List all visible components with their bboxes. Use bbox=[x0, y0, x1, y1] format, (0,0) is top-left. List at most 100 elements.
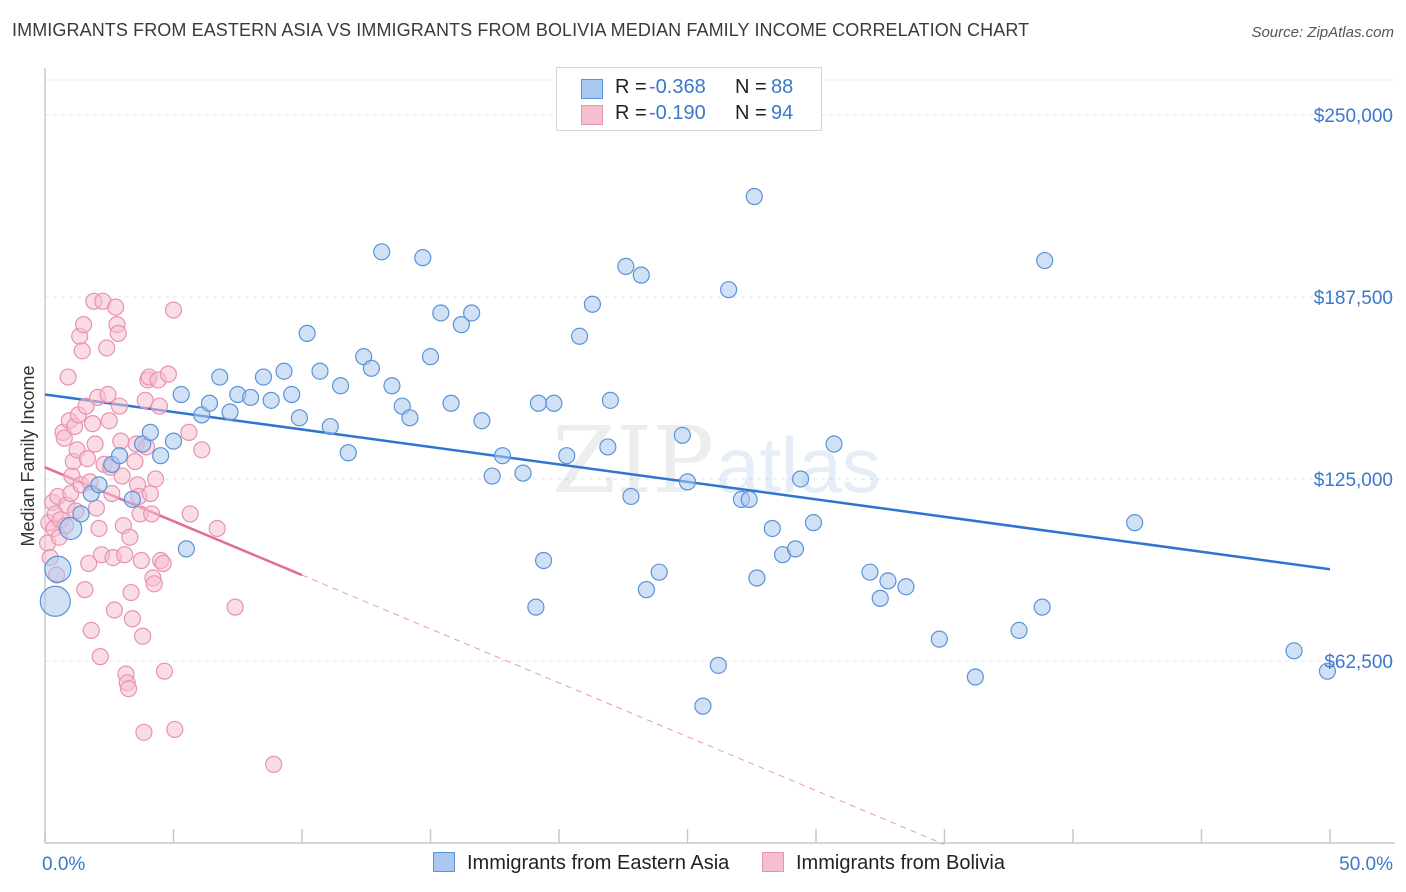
y-axis-label: Median Family Income bbox=[18, 365, 38, 546]
point-eastern-asia bbox=[804, 514, 823, 532]
point-eastern-asia bbox=[632, 266, 650, 284]
legend-r-label: R = bbox=[615, 76, 647, 98]
point-bolivia bbox=[77, 397, 95, 415]
point-eastern-asia bbox=[720, 281, 738, 299]
point-eastern-asia bbox=[283, 385, 301, 404]
trend-line-bolivia-extension bbox=[301, 574, 945, 845]
point-bolivia bbox=[146, 470, 165, 488]
y-tick-label: $125,000 bbox=[1314, 470, 1393, 491]
point-bolivia bbox=[74, 316, 93, 334]
point-eastern-asia bbox=[678, 473, 697, 491]
point-eastern-asia bbox=[432, 304, 450, 322]
point-bolivia bbox=[98, 339, 116, 357]
point-eastern-asia bbox=[871, 589, 889, 607]
point-eastern-asia bbox=[694, 697, 712, 715]
axes bbox=[44, 68, 1395, 844]
legend-r-value: -0.368 bbox=[649, 76, 706, 98]
point-eastern-asia bbox=[786, 540, 805, 558]
point-bolivia bbox=[82, 621, 100, 640]
point-eastern-asia bbox=[211, 368, 229, 386]
point-eastern-asia bbox=[421, 348, 440, 366]
chart-source: Source: ZipAtlas.com bbox=[1251, 24, 1394, 41]
point-bolivia bbox=[150, 397, 168, 415]
point-eastern-asia bbox=[601, 391, 620, 409]
point-eastern-asia bbox=[529, 394, 548, 412]
point-bolivia bbox=[103, 484, 121, 503]
point-bolivia bbox=[166, 720, 184, 739]
y-tick-label: $62,500 bbox=[1324, 652, 1393, 673]
point-bolivia bbox=[193, 441, 211, 459]
point-eastern-asia bbox=[861, 563, 879, 581]
point-eastern-asia bbox=[401, 409, 419, 427]
point-bolivia bbox=[91, 648, 109, 666]
point-eastern-asia bbox=[59, 516, 83, 541]
point-eastern-asia bbox=[321, 417, 339, 436]
legend-n-label: N = bbox=[735, 102, 767, 124]
point-eastern-asia bbox=[383, 377, 401, 395]
point-eastern-asia bbox=[123, 490, 141, 508]
point-eastern-asia bbox=[339, 444, 357, 462]
point-bolivia bbox=[80, 554, 98, 573]
point-eastern-asia bbox=[622, 487, 640, 506]
point-eastern-asia bbox=[534, 551, 553, 570]
point-eastern-asia bbox=[90, 476, 108, 494]
point-bolivia bbox=[126, 452, 144, 471]
point-bolivia bbox=[159, 365, 177, 383]
point-eastern-asia bbox=[362, 359, 380, 377]
point-bolivia bbox=[112, 432, 130, 450]
bottom-legend-label: Immigrants from Bolivia bbox=[796, 852, 1005, 874]
legend-n-value: 94 bbox=[771, 102, 794, 124]
point-eastern-asia bbox=[570, 327, 589, 345]
point-eastern-asia bbox=[709, 656, 727, 674]
point-bolivia bbox=[164, 301, 183, 319]
point-eastern-asia bbox=[72, 505, 90, 523]
point-eastern-asia bbox=[545, 394, 563, 412]
point-eastern-asia bbox=[1318, 662, 1337, 680]
point-eastern-asia bbox=[617, 257, 635, 275]
point-bolivia bbox=[154, 554, 172, 573]
point-eastern-asia bbox=[452, 316, 470, 334]
point-bolivia bbox=[121, 528, 139, 546]
point-bolivia bbox=[143, 505, 161, 523]
point-bolivia bbox=[107, 298, 125, 316]
point-eastern-asia bbox=[473, 412, 491, 430]
point-eastern-asia bbox=[221, 403, 239, 421]
point-bolivia bbox=[145, 575, 163, 593]
legend-r-value: -0.190 bbox=[649, 102, 706, 124]
point-eastern-asia bbox=[897, 578, 915, 596]
point-eastern-asia bbox=[1126, 514, 1144, 532]
point-eastern-asia bbox=[200, 394, 219, 412]
point-eastern-asia bbox=[442, 394, 460, 412]
point-eastern-asia bbox=[483, 467, 501, 485]
point-bolivia bbox=[83, 415, 102, 433]
point-bolivia bbox=[265, 755, 283, 773]
point-eastern-asia bbox=[514, 464, 532, 482]
point-eastern-asia bbox=[275, 362, 293, 380]
point-bolivia bbox=[76, 581, 94, 599]
point-eastern-asia bbox=[1010, 621, 1028, 640]
point-eastern-asia bbox=[141, 423, 159, 441]
point-eastern-asia bbox=[763, 519, 781, 538]
point-bolivia bbox=[155, 662, 174, 680]
legend-n-value: 88 bbox=[771, 76, 794, 98]
bottom-legend-swatch-pink bbox=[762, 852, 784, 872]
bottom-legend-bolivia: Immigrants from Bolivia bbox=[762, 852, 1005, 875]
point-eastern-asia bbox=[966, 668, 984, 686]
point-eastern-asia bbox=[558, 447, 576, 465]
point-bolivia bbox=[226, 598, 244, 616]
point-bolivia bbox=[78, 449, 97, 468]
point-eastern-asia bbox=[583, 295, 602, 313]
point-bolivia bbox=[116, 546, 134, 564]
point-bolivia bbox=[100, 412, 118, 430]
point-bolivia bbox=[132, 551, 150, 570]
point-eastern-asia bbox=[599, 438, 617, 456]
stats-legend: R = -0.368 N = 88 R = -0.190 N = 94 bbox=[556, 67, 822, 131]
point-eastern-asia bbox=[791, 470, 810, 488]
bottom-legend-eastern-asia: Immigrants from Eastern Asia bbox=[433, 852, 729, 875]
point-bolivia bbox=[73, 342, 91, 360]
point-eastern-asia bbox=[1033, 598, 1051, 616]
bottom-legend-label: Immigrants from Eastern Asia bbox=[467, 852, 730, 874]
point-eastern-asia bbox=[879, 572, 897, 590]
point-eastern-asia bbox=[298, 324, 316, 342]
